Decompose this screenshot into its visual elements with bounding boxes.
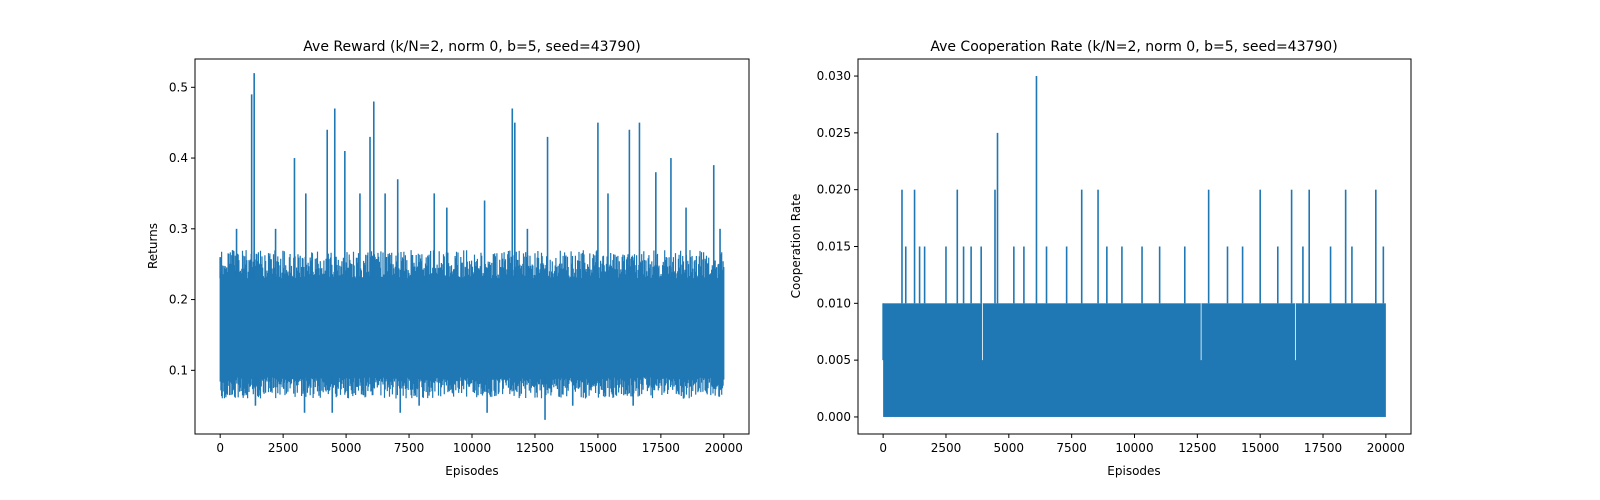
cooperation-y-tick-label: 0.020 xyxy=(817,183,851,197)
reward-chart: 0 2500 5000 7500 10000 12500 15000 17500 20000 0… xyxy=(146,39,750,478)
cooperation-y-tick-label: 0.030 xyxy=(817,69,851,83)
reward-x-tick-label: 15000 xyxy=(579,441,617,455)
cooperation-y-axis-label: Cooperation Rate xyxy=(789,194,803,299)
reward-x-tick-label: 0 xyxy=(216,441,224,455)
cooperation-y-tick-label: 0.005 xyxy=(817,353,851,367)
cooperation-x-tick-label: 7500 xyxy=(1056,441,1087,455)
cooperation-y-tick-label: 0.010 xyxy=(817,296,851,310)
cooperation-y-tick-label: 0.015 xyxy=(817,240,851,254)
cooperation-x-tick-label: 2500 xyxy=(931,441,962,455)
reward-y-tick-label: 0.3 xyxy=(169,222,188,236)
reward-x-tick-label: 17500 xyxy=(642,441,680,455)
cooperation-plot-body xyxy=(882,76,1386,417)
cooperation-series-band xyxy=(883,303,1386,417)
reward-x-tick-label: 7500 xyxy=(394,441,425,455)
cooperation-y-tick-label: 0.000 xyxy=(817,410,851,424)
reward-y-tick-label: 0.5 xyxy=(169,80,188,94)
reward-y-tick-label: 0.2 xyxy=(169,293,188,307)
cooperation-y-tick-label: 0.025 xyxy=(817,126,851,140)
cooperation-chart: 0 2500 5000 7500 10000 12500 15000 17500 20000 0… xyxy=(789,39,1412,478)
cooperation-x-tick-label: 17500 xyxy=(1304,441,1342,455)
cooperation-x-tick-label: 12500 xyxy=(1178,441,1216,455)
reward-y-tick-label: 0.4 xyxy=(169,151,188,165)
cooperation-x-tick-label: 15000 xyxy=(1241,441,1279,455)
cooperation-chart-title: Ave Cooperation Rate (k/N=2, norm 0, b=5… xyxy=(930,39,1337,55)
cooperation-y-ticks: 0.000 0.005 0.010 0.015 0.020 0.025 0.030 xyxy=(817,69,858,424)
reward-y-axis-label: Returns xyxy=(146,223,160,269)
reward-y-ticks: 0.1 0.2 0.3 0.4 0.5 xyxy=(169,80,195,377)
reward-y-tick-label: 0.1 xyxy=(169,363,188,377)
cooperation-x-tick-label: 20000 xyxy=(1367,441,1405,455)
reward-x-ticks: 0 2500 5000 7500 10000 12500 15000 17500 20000 xyxy=(216,434,743,455)
reward-x-tick-label: 10000 xyxy=(453,441,491,455)
reward-x-tick-label: 20000 xyxy=(705,441,743,455)
cooperation-x-tick-label: 10000 xyxy=(1115,441,1153,455)
reward-x-tick-label: 12500 xyxy=(516,441,554,455)
reward-x-tick-label: 2500 xyxy=(268,441,299,455)
reward-chart-title: Ave Reward (k/N=2, norm 0, b=5, seed=437… xyxy=(303,39,640,55)
cooperation-x-ticks: 0 2500 5000 7500 10000 12500 15000 17500 20000 xyxy=(879,434,1405,455)
cooperation-x-tick-label: 0 xyxy=(879,441,887,455)
reward-x-axis-label: Episodes xyxy=(445,464,498,478)
cooperation-x-tick-label: 5000 xyxy=(994,441,1025,455)
reward-x-tick-label: 5000 xyxy=(331,441,362,455)
reward-series-noise xyxy=(219,250,725,399)
cooperation-x-axis-label: Episodes xyxy=(1107,464,1160,478)
reward-plot-body xyxy=(219,73,725,420)
